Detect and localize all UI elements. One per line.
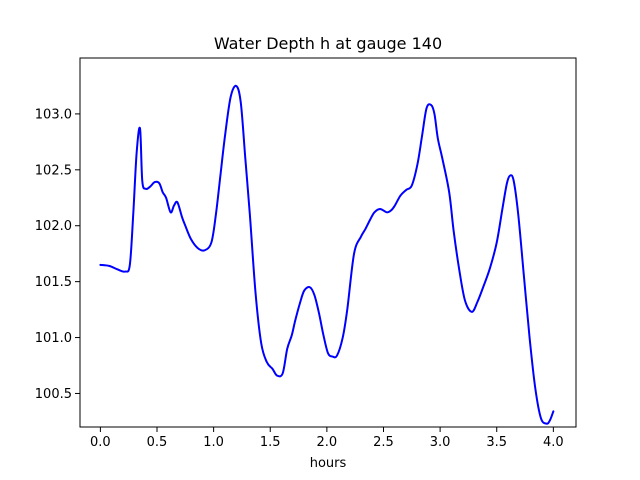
x-tick-label: 2.0 [317,435,338,450]
series-line [99,84,555,425]
y-tick-label: 100.5 [35,387,72,402]
y-tick-label: 102.0 [35,219,72,234]
chart-title: Water Depth h at gauge 140 [214,34,442,53]
x-tick-label: 0.0 [90,435,111,450]
y-tick-label: 103.0 [35,107,72,122]
axis-ticks: 0.0 0.5 1.0 1.5 2.0 2.5 3.0 3.5 4.0 100.5 101.0 101… [35,107,564,450]
x-tick-label: 0.5 [147,435,168,450]
x-tick-label: 1.5 [260,435,281,450]
x-axis-label: hours [310,456,347,471]
y-tick-label: 102.5 [35,163,72,178]
y-tick-label: 101.0 [35,331,72,346]
plot-area [80,58,576,427]
x-tick-label: 3.5 [486,435,507,450]
y-tick-label: 101.5 [35,275,72,290]
x-tick-label: 2.5 [373,435,394,450]
plot-frame [79,57,577,428]
x-tick-label: 1.0 [203,435,224,450]
x-tick-label: 3.0 [430,435,451,450]
x-tick-label: 4.0 [543,435,564,450]
